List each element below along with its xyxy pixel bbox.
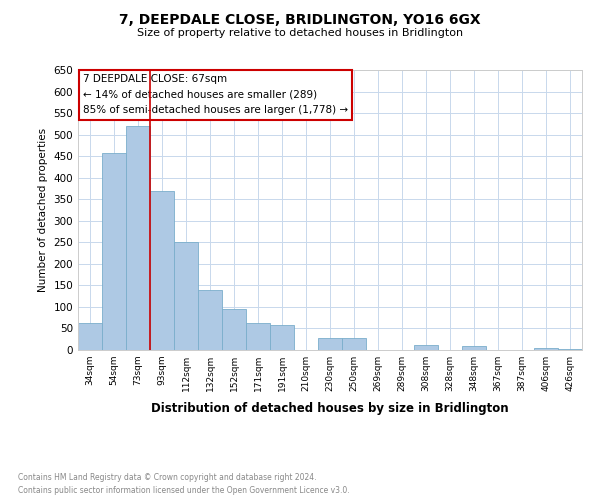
- Bar: [534, 348, 558, 350]
- Bar: [198, 290, 222, 350]
- Bar: [150, 190, 174, 350]
- Text: 7 DEEPDALE CLOSE: 67sqm
← 14% of detached houses are smaller (289)
85% of semi-d: 7 DEEPDALE CLOSE: 67sqm ← 14% of detache…: [83, 74, 348, 116]
- Bar: [414, 345, 438, 350]
- Text: Contains HM Land Registry data © Crown copyright and database right 2024.
Contai: Contains HM Land Registry data © Crown c…: [18, 474, 350, 495]
- Bar: [462, 346, 486, 350]
- Y-axis label: Number of detached properties: Number of detached properties: [38, 128, 48, 292]
- Bar: [558, 349, 582, 350]
- Text: 7, DEEPDALE CLOSE, BRIDLINGTON, YO16 6GX: 7, DEEPDALE CLOSE, BRIDLINGTON, YO16 6GX: [119, 12, 481, 26]
- Bar: [342, 338, 366, 350]
- Bar: [270, 325, 294, 350]
- X-axis label: Distribution of detached houses by size in Bridlington: Distribution of detached houses by size …: [151, 402, 509, 415]
- Bar: [222, 309, 246, 350]
- Bar: [126, 126, 150, 350]
- Bar: [246, 324, 270, 350]
- Bar: [318, 338, 342, 350]
- Text: Size of property relative to detached houses in Bridlington: Size of property relative to detached ho…: [137, 28, 463, 38]
- Bar: [78, 324, 102, 350]
- Bar: [102, 153, 126, 350]
- Bar: [174, 242, 198, 350]
